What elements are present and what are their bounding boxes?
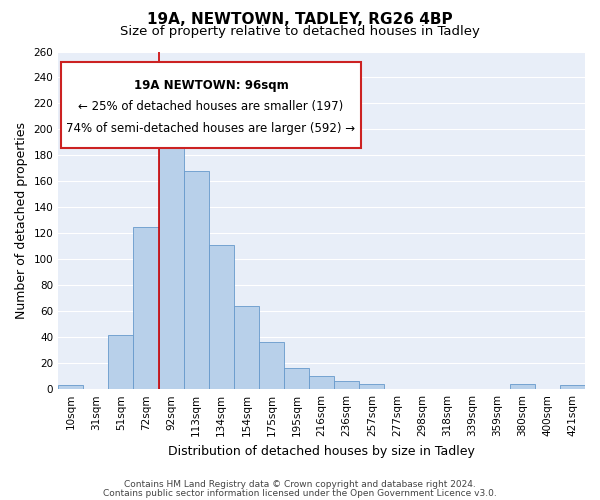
Text: 19A, NEWTOWN, TADLEY, RG26 4BP: 19A, NEWTOWN, TADLEY, RG26 4BP <box>147 12 453 28</box>
Bar <box>359 384 385 389</box>
Bar <box>209 245 234 389</box>
Bar <box>334 382 359 389</box>
Bar <box>58 386 83 389</box>
Bar <box>309 376 334 389</box>
Bar <box>259 342 284 389</box>
Text: 19A NEWTOWN: 96sqm: 19A NEWTOWN: 96sqm <box>134 78 289 92</box>
Bar <box>510 384 535 389</box>
Text: Size of property relative to detached houses in Tadley: Size of property relative to detached ho… <box>120 25 480 38</box>
FancyBboxPatch shape <box>61 62 361 148</box>
Bar <box>284 368 309 389</box>
Text: ← 25% of detached houses are smaller (197): ← 25% of detached houses are smaller (19… <box>79 100 344 114</box>
Bar <box>158 126 184 389</box>
Bar <box>133 227 158 389</box>
Y-axis label: Number of detached properties: Number of detached properties <box>15 122 28 319</box>
Text: Contains public sector information licensed under the Open Government Licence v3: Contains public sector information licen… <box>103 488 497 498</box>
Text: Contains HM Land Registry data © Crown copyright and database right 2024.: Contains HM Land Registry data © Crown c… <box>124 480 476 489</box>
Bar <box>109 334 133 389</box>
Bar <box>560 386 585 389</box>
X-axis label: Distribution of detached houses by size in Tadley: Distribution of detached houses by size … <box>168 444 475 458</box>
Bar <box>184 171 209 389</box>
Text: 74% of semi-detached houses are larger (592) →: 74% of semi-detached houses are larger (… <box>67 122 356 136</box>
Bar <box>234 306 259 389</box>
